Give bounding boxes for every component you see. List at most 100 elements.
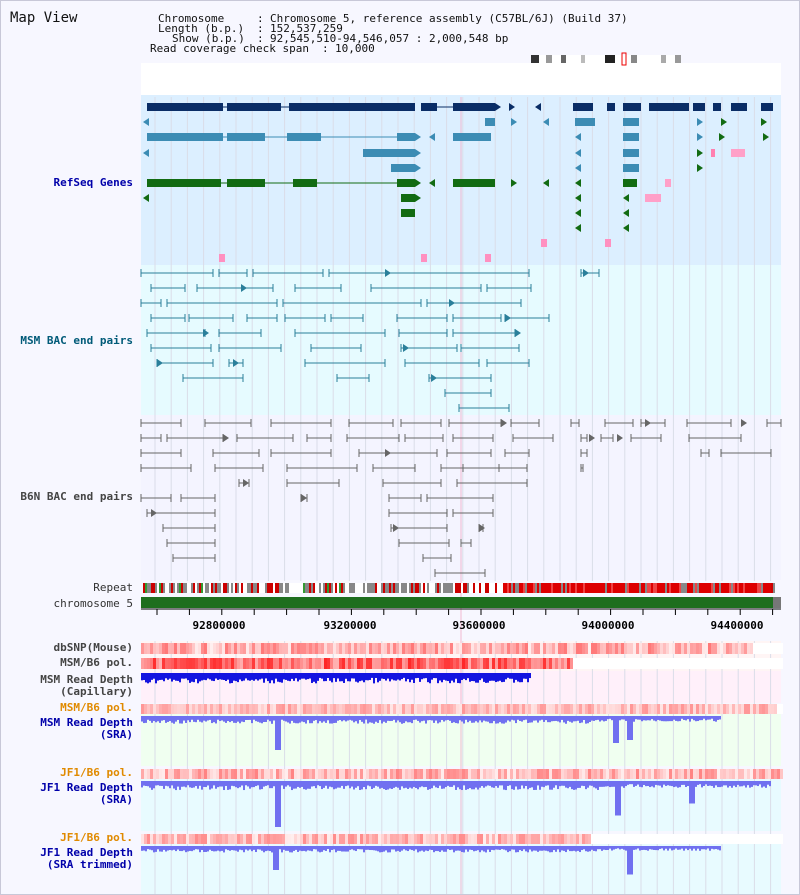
jf1-trim-depth-bar: [255, 846, 257, 853]
jf1-b6-pol-2-cell: [429, 834, 432, 844]
msm-sra-depth-bar: [225, 716, 227, 723]
jf1-trim-depth-bar: [649, 846, 651, 850]
refseq-transcript-exon: [227, 133, 265, 141]
msm-sra-depth-bar: [213, 716, 215, 723]
msm-bac-end-pair-marker: [385, 269, 391, 277]
repeat-block: [473, 583, 475, 593]
msm-b6-pol-2-cell: [303, 704, 306, 714]
msm-b6-pol-2-cell: [612, 704, 615, 714]
msm-sra-depth-bar: [147, 716, 149, 720]
jf1-sra-depth-bar: [341, 781, 343, 786]
jf1-trim-depth-bar: [653, 846, 655, 850]
msm-sra-depth-bar: [605, 716, 607, 721]
jf1-sra-depth-bar: [587, 781, 589, 788]
dbsnp-cell: [297, 643, 300, 654]
msm-b6-pol-cell: [252, 658, 255, 669]
jf1-b6-pol-2-cell: [738, 834, 741, 844]
track-label-msm-read-depth-capillary: MSM Read Depth (Capillary): [40, 673, 133, 698]
msm-capillary-depth-bar: [375, 673, 377, 678]
msm-capillary-depth-bar: [469, 673, 471, 682]
dbsnp-cell: [513, 643, 516, 654]
repeat-block: [407, 583, 409, 593]
msm-b6-pol-2-cell: [672, 704, 675, 714]
msm-sra-depth-bar: [365, 716, 367, 720]
msm-b6-pol-2-cell: [780, 704, 783, 714]
jf1-sra-depth-bar: [359, 781, 361, 791]
dbsnp-cell: [615, 643, 618, 654]
jf1-sra-depth-bar: [383, 781, 385, 790]
msm-capillary-depth-bar: [369, 673, 371, 680]
refseq-transcript-exon: [575, 118, 595, 126]
jf1-b6-pol-cell: [387, 769, 390, 779]
dbsnp-cell: [468, 643, 471, 654]
refseq-transcript: [697, 149, 703, 157]
msm-sra-depth-bar: [549, 716, 551, 723]
jf1-trim-depth-bar: [445, 846, 447, 852]
jf1-b6-pol-cell: [402, 769, 405, 779]
msm-sra-depth-bar: [287, 716, 289, 723]
jf1-b6-pol-cell: [285, 769, 288, 779]
repeat-block: [221, 583, 223, 593]
dbsnp-cell: [729, 643, 732, 654]
dbsnp-cell: [456, 643, 459, 654]
repeat-block: [667, 583, 669, 593]
msm-b6-pol-2-cell: [582, 704, 585, 714]
jf1-trim-depth-bar: [597, 846, 599, 850]
refseq-transcript: [575, 194, 581, 202]
repeat-block: [289, 583, 291, 593]
jf1-b6-pol-cell: [516, 769, 519, 779]
msm-sra-depth-bar: [183, 716, 185, 721]
msm-capillary-depth-bar: [425, 673, 427, 679]
jf1-trim-depth-bar: [467, 846, 469, 852]
refseq-transcript: [719, 133, 725, 141]
repeat-block: [175, 583, 177, 593]
msm-b6-pol-cell: [489, 658, 492, 669]
repeat-block: [755, 583, 757, 593]
msm-b6-pol-cell: [162, 658, 165, 669]
refseq-transcript-exon: [623, 118, 639, 126]
jf1-trim-depth-bar: [455, 846, 457, 851]
jf1-trim-depth-bar: [345, 846, 347, 852]
refseq-transcript: [575, 224, 581, 232]
repeat-block: [651, 583, 653, 593]
repeat-block: [251, 583, 253, 593]
msm-b6-pol-2-cell: [408, 704, 411, 714]
msm-sra-depth-bar: [619, 716, 621, 721]
repeat-block: [223, 583, 225, 593]
jf1-trim-depth-bar: [611, 846, 613, 851]
msm-sra-depth-bar: [379, 716, 381, 721]
msm-sra-depth-bar: [141, 716, 143, 722]
jf1-b6-pol-cell: [228, 769, 231, 779]
jf1-sra-depth-bar: [421, 781, 423, 787]
msm-sra-depth-bar: [163, 716, 165, 721]
jf1-b6-pol-cell: [780, 769, 783, 779]
msm-sra-depth-bar: [321, 716, 323, 723]
msm-b6-pol-cell: [528, 658, 531, 669]
jf1-b6-pol-cell: [468, 769, 471, 779]
jf1-sra-depth-bar: [213, 781, 215, 786]
repeat-block: [421, 583, 423, 593]
jf1-trim-depth-bar: [563, 846, 565, 851]
dbsnp-cell: [645, 643, 648, 654]
msm-b6-pol-cell: [645, 658, 648, 669]
msm-b6-pol-2-cell: [537, 704, 540, 714]
msm-sra-depth-bar: [529, 716, 531, 723]
jf1-sra-depth-bar: [439, 781, 441, 786]
repeat-block: [717, 583, 719, 593]
repeat-block: [315, 583, 317, 593]
jf1-sra-depth-bar: [299, 781, 301, 788]
jf1-trim-depth-bar: [511, 846, 513, 850]
msm-b6-pol-cell: [420, 658, 423, 669]
jf1-trim-depth-bar: [577, 846, 579, 851]
repeat-block: [357, 583, 359, 593]
dbsnp-cell: [252, 643, 255, 654]
msm-bac-end-pair-marker: [505, 314, 511, 322]
ideogram-band: [546, 55, 552, 63]
repeat-block: [465, 583, 467, 593]
jf1-sra-depth-bar: [619, 781, 621, 816]
msm-b6-pol-2-cell: [570, 704, 573, 714]
jf1-trim-depth-bar: [213, 846, 215, 852]
dbsnp-cell: [321, 643, 324, 654]
jf1-trim-depth-bar: [619, 846, 621, 850]
